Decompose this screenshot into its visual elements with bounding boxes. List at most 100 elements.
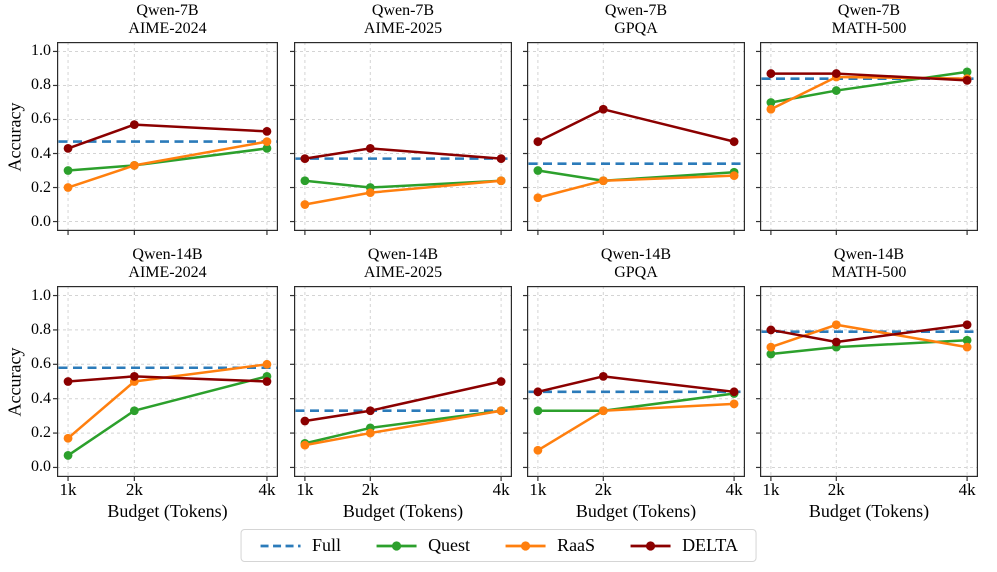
chart-qwen14b-math500: Qwen-14B MATH-500 — [756, 246, 979, 481]
y-tick-label: 1.0 — [31, 42, 51, 60]
series-quest-marker — [262, 144, 272, 153]
series-raas-marker — [766, 342, 776, 352]
plot-border — [57, 42, 279, 232]
legend-item-raas[interactable]: RaaS — [504, 535, 595, 556]
series-raas-marker — [766, 104, 776, 114]
chart-title: Qwen-7B GPQA — [527, 2, 745, 42]
chart-title-model: Qwen-7B — [604, 2, 668, 19]
chart-title-benchmark: AIME-2024 — [128, 20, 207, 37]
y-tick-label: 0.0 — [31, 458, 51, 476]
series-quest-marker — [831, 86, 841, 95]
series-delta-line — [66, 123, 269, 150]
chart-title-model: Qwen-7B — [371, 2, 435, 19]
raas-line-sample — [505, 540, 546, 551]
series-delta-marker — [598, 371, 608, 381]
series-delta-marker — [63, 144, 73, 153]
plot-border — [760, 286, 979, 478]
series-delta-marker — [831, 69, 841, 78]
chart-title: Qwen-14B AIME-2024 — [57, 246, 278, 286]
series-delta-marker — [262, 377, 272, 386]
series-delta-line — [769, 323, 969, 344]
x-tick-label: 2k — [125, 480, 143, 499]
series-raas-marker — [496, 406, 506, 416]
series-delta-line — [536, 108, 736, 143]
series-delta-marker — [300, 416, 310, 426]
x-tick-label: 2k — [594, 480, 612, 499]
chart-qwen7b-gpqa: Qwen-7B GPQA — [523, 2, 746, 235]
series-raas-marker — [962, 342, 972, 352]
x-axis-label: Budget (Tokens) — [575, 501, 697, 521]
chart-qwen14b-gpqa: Qwen-14B GPQA — [523, 246, 746, 481]
x-tick-label: 2k — [827, 480, 845, 499]
plot-area-qwen7b-aime2024 — [53, 42, 279, 235]
plot-area-qwen14b-math500 — [756, 286, 979, 481]
chart-title-benchmark: GPQA — [614, 20, 658, 37]
series-delta-marker — [496, 154, 506, 164]
series-delta-marker — [831, 337, 841, 347]
full-dashed-line-sample — [260, 544, 301, 547]
series-delta-marker — [598, 104, 608, 114]
series-quest-marker — [766, 98, 776, 107]
series-delta-marker — [365, 406, 375, 416]
y-tick-label: 0.8 — [31, 76, 51, 94]
x-tick-label: 1k — [296, 480, 314, 499]
series-quest-marker — [766, 349, 776, 359]
series-delta-marker — [729, 137, 739, 147]
chart-title-benchmark: AIME-2025 — [363, 264, 443, 281]
x-tick-label: 1k — [529, 480, 547, 499]
plot-area-qwen7b-aime2025 — [290, 42, 513, 235]
legend-item-delta[interactable]: DELTA — [629, 535, 738, 556]
series-raas-marker — [365, 428, 375, 438]
series-delta-line — [536, 375, 736, 394]
chart-title: Qwen-14B MATH-500 — [760, 246, 978, 286]
series-delta-marker — [129, 371, 139, 381]
chart-title-model: Qwen-14B — [132, 246, 203, 263]
x-tick-label: 1k — [762, 480, 780, 499]
plot-area-qwen7b-math500 — [756, 42, 979, 235]
series-quest-marker — [533, 406, 543, 416]
series-delta-marker — [63, 377, 73, 386]
y-tick-label: 0.6 — [31, 110, 51, 128]
plot-area-qwen14b-gpqa — [523, 286, 746, 481]
series-delta-marker — [766, 69, 776, 78]
y-tick-label: 0.4 — [31, 389, 51, 407]
series-raas-marker — [533, 445, 543, 455]
series-raas-marker — [63, 183, 73, 192]
legend-marker-dot — [391, 540, 401, 551]
series-quest-marker — [63, 166, 73, 175]
series-raas-marker — [729, 399, 739, 409]
series-raas-marker — [129, 161, 139, 170]
legend-marker-dot — [645, 540, 655, 551]
legend-item-full[interactable]: Full — [259, 535, 341, 556]
series-raas-marker — [365, 188, 375, 198]
series-raas-marker — [300, 440, 310, 450]
series-delta-marker — [962, 320, 972, 330]
series-raas-marker — [598, 176, 608, 186]
series-raas-line — [66, 140, 269, 189]
plot-area-qwen14b-aime2025 — [290, 286, 513, 481]
series-delta-marker — [496, 377, 506, 386]
series-raas-marker — [300, 200, 310, 209]
series-raas-marker — [496, 176, 506, 186]
series-delta-marker — [533, 387, 543, 397]
chart-title-benchmark: GPQA — [614, 264, 658, 281]
x-tick-label: 4k — [258, 480, 276, 499]
plot-border — [294, 286, 513, 478]
x-axis-label: Budget (Tokens) — [342, 501, 464, 521]
plot-border — [57, 286, 279, 478]
chart-qwen14b-aime2025: Qwen-14B AIME-2025 — [290, 246, 513, 481]
series-quest-marker — [962, 67, 972, 77]
x-tick-label: 4k — [492, 480, 510, 499]
plot-border — [294, 42, 513, 232]
series-raas-marker — [598, 406, 608, 416]
x-axis-label: Budget (Tokens) — [107, 501, 228, 521]
legend-item-quest[interactable]: Quest — [375, 535, 470, 556]
quest-line-sample — [376, 540, 417, 551]
legend: Full Quest RaaS DELTA — [240, 529, 757, 562]
chart-title-benchmark: AIME-2024 — [128, 264, 207, 281]
plot-area-qwen14b-aime2024 — [53, 286, 279, 481]
series-delta-marker — [962, 75, 972, 85]
series-raas-marker — [831, 320, 841, 330]
y-tick-label: 0.6 — [31, 355, 51, 373]
